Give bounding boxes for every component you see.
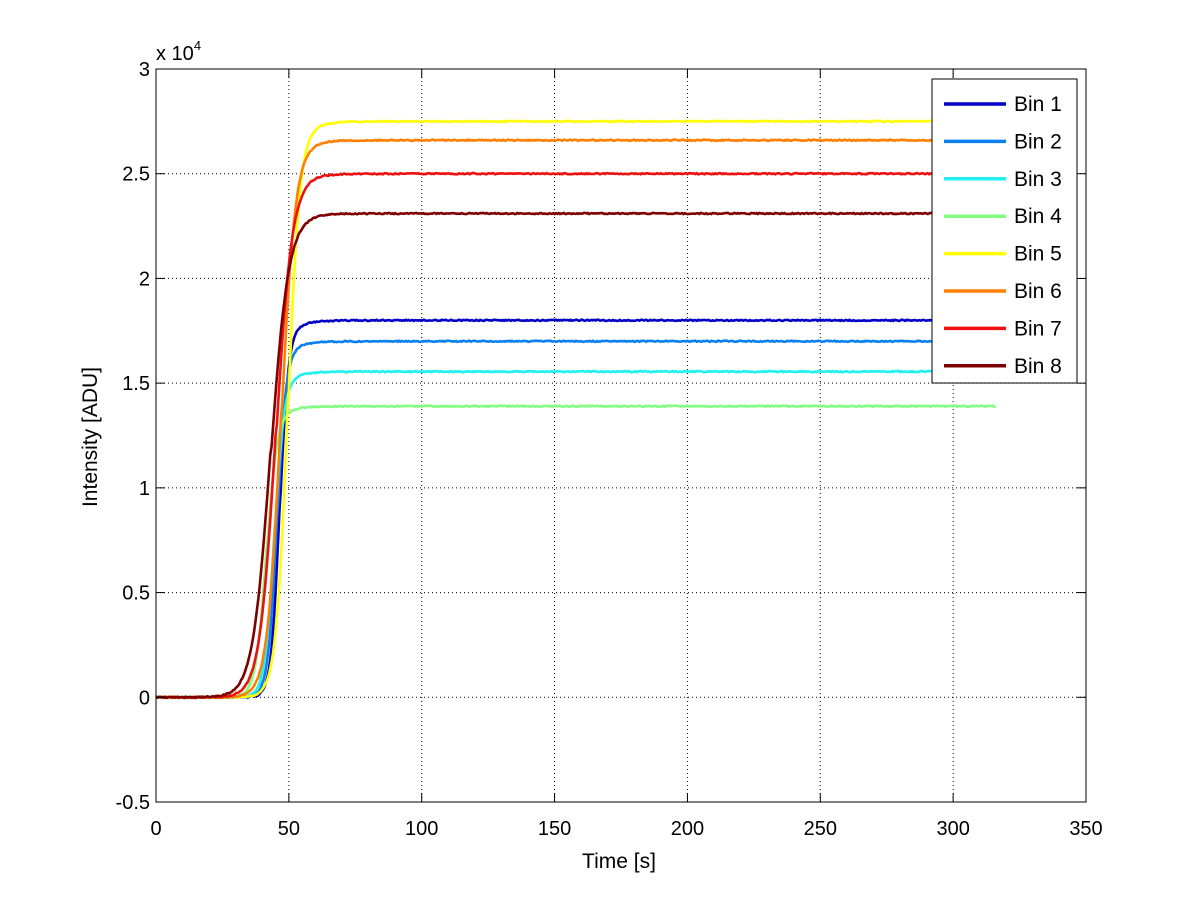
x-tick-label: 50 <box>278 818 300 840</box>
series-line-bin-4 <box>155 404 997 700</box>
y-multiplier-exponent: 4 <box>194 38 201 53</box>
x-tick-label: 100 <box>405 818 438 840</box>
y-tick-label: 2 <box>139 268 150 290</box>
x-axis-label: Time [s] <box>582 850 656 873</box>
legend-label-bin-4: Bin 4 <box>1014 205 1062 228</box>
y-axis-label: Intensity [ADU] <box>79 367 102 507</box>
y-tick-label: -0.5 <box>116 792 150 814</box>
legend-label-bin-5: Bin 5 <box>1014 243 1062 266</box>
series-line-bin-2 <box>155 339 997 700</box>
series-layer <box>155 119 997 700</box>
legend-box <box>931 78 1078 384</box>
legend: Bin 1 Bin 2 Bin 3 Bin 4 Bin 5 Bin 6 Bin 7 Bin 8 <box>931 78 1078 384</box>
y-tick-label: 2.5 <box>122 164 150 186</box>
x-tick-label: 0 <box>150 818 161 840</box>
x-tick-label: 150 <box>538 818 571 840</box>
y-tick-label: 0.5 <box>122 583 150 605</box>
series-line-bin-6 <box>155 138 997 700</box>
y-tick-label: 3 <box>139 59 150 81</box>
y-tick-label: 0 <box>139 687 150 709</box>
series-line-bin-8 <box>155 211 997 700</box>
series-line-bin-3 <box>155 369 996 700</box>
y-multiplier-base: x 10 <box>156 43 194 65</box>
x-tick-label: 300 <box>936 818 969 840</box>
axis-ticks: 0 50 100 150 200 250 300 350-0.500.511.522.53 <box>116 59 1103 840</box>
legend-label-bin-3: Bin 3 <box>1014 168 1062 191</box>
plot-frame <box>155 68 1087 803</box>
legend-label-bin-2: Bin 2 <box>1014 130 1062 153</box>
series-line-bin-7 <box>155 171 996 700</box>
legend-label-bin-8: Bin 8 <box>1014 355 1062 378</box>
plot-background <box>156 69 1086 802</box>
series-line-bin-1 <box>155 318 996 700</box>
x-tick-label: 250 <box>804 818 837 840</box>
x-tick-label: 200 <box>671 818 704 840</box>
legend-label-bin-6: Bin 6 <box>1014 280 1062 303</box>
y-axis-multiplier: x 104 <box>156 38 201 65</box>
y-tick-label: 1 <box>139 478 150 500</box>
legend-label-bin-7: Bin 7 <box>1014 317 1062 340</box>
x-tick-label: 350 <box>1069 818 1102 840</box>
y-tick-label: 1.5 <box>122 373 150 395</box>
legend-label-bin-1: Bin 1 <box>1014 93 1062 116</box>
